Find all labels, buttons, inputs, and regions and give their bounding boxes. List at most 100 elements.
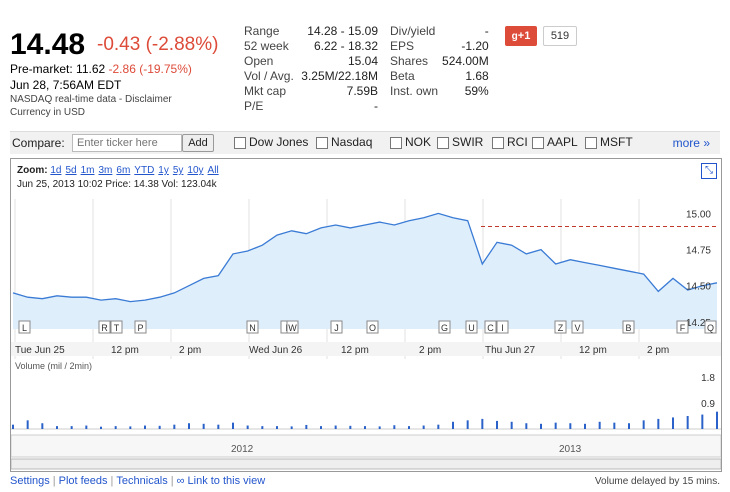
compare-checkbox-nasdaq[interactable] xyxy=(316,137,328,149)
zoom-option-5d[interactable]: 5d xyxy=(65,165,77,176)
stat-left-value: 7.59B xyxy=(346,84,378,98)
y-tick-label: 14.50 xyxy=(686,282,711,293)
stat-right-key: Inst. own xyxy=(390,84,439,98)
technicals-link[interactable]: Technicals xyxy=(116,475,168,487)
stat-right-key: EPS xyxy=(390,39,415,53)
news-marker xyxy=(571,320,584,334)
zoom-option-all[interactable]: All xyxy=(207,165,219,176)
x-tick-label: 12 pm xyxy=(341,345,369,356)
navigator-year-label: 2013 xyxy=(559,444,582,455)
compare-label: Compare: xyxy=(12,136,65,150)
zoom-bar: Zoom: 1d 5d 1m 3m 6m YTD 1y 5y 10y All xyxy=(17,165,223,176)
news-marker xyxy=(98,320,111,334)
y-tick-label: 14.25 xyxy=(686,318,711,329)
news-marker xyxy=(484,320,497,334)
compare-checkbox-nok[interactable] xyxy=(390,137,402,149)
stat-left-key: Open xyxy=(244,54,274,68)
stat-right-key: Shares xyxy=(390,54,429,68)
quote-date: Jun 28, 7:56AM EDT xyxy=(10,78,122,92)
stat-right-row: Inst. own 59% xyxy=(390,84,489,99)
stat-left-key: Range xyxy=(244,24,280,38)
news-marker xyxy=(286,320,299,334)
zoom-option-1d[interactable]: 1d xyxy=(50,165,62,176)
compare-checkbox-rci[interactable] xyxy=(492,137,504,149)
zoom-option-ytd[interactable]: YTD xyxy=(134,165,155,176)
y-tick-label: 14.75 xyxy=(686,246,711,257)
compare-ticker-input[interactable] xyxy=(72,134,182,152)
x-tick-label: 2 pm xyxy=(647,345,669,356)
stat-right-value: - xyxy=(484,24,489,38)
stat-right-key: Div/yield xyxy=(390,24,436,38)
compare-label-item: Dow Jones xyxy=(249,135,309,149)
news-marker xyxy=(110,320,123,334)
stat-left-value: 6.22 - 18.32 xyxy=(313,39,378,53)
news-marker xyxy=(330,320,343,334)
zoom-option-5y[interactable]: 5y xyxy=(172,165,184,176)
volume-tick-label: 0.9 xyxy=(701,399,715,410)
stat-left-row: Open 15.04 xyxy=(244,54,378,69)
stats-left: Range 14.28 - 15.09 52 week 6.22 - 18.32 Ope… xyxy=(244,24,378,114)
premarket: Pre-market: 11.62 -2.86 (-19.75%) xyxy=(10,62,192,76)
stat-right-row: Div/yield - xyxy=(390,24,489,39)
y-tick-label: 15.00 xyxy=(686,209,711,220)
compare-label-item: AAPL xyxy=(547,135,578,149)
compare-label-item: SWIR xyxy=(452,135,484,149)
compare-more-link[interactable]: more » xyxy=(672,136,710,150)
compare-checkbox-swir[interactable] xyxy=(437,137,449,149)
stat-right-key: Beta xyxy=(390,69,415,83)
last-price: 14.48 xyxy=(10,28,86,61)
stat-left-row: Mkt cap 7.59B xyxy=(244,84,378,99)
news-marker-letter: V xyxy=(574,323,580,333)
news-marker xyxy=(465,320,478,334)
price-area xyxy=(13,213,717,329)
navigator-scrollbar xyxy=(11,458,721,470)
zoom-option-3m[interactable]: 3m xyxy=(98,165,113,176)
news-marker-letter: O xyxy=(369,323,376,333)
settings-link[interactable]: Settings xyxy=(10,475,50,487)
stat-left-value: 3.25M/22.18M xyxy=(301,69,378,83)
stat-left-row: Range 14.28 - 15.09 xyxy=(244,24,378,39)
zoom-option-1y[interactable]: 1y xyxy=(158,165,169,176)
link-to-view[interactable]: Link to this view xyxy=(187,475,266,487)
compare-add-button[interactable]: Add xyxy=(182,134,214,152)
zoom-option-6m[interactable]: 6m xyxy=(116,165,131,176)
stat-left-value: - xyxy=(374,99,378,113)
news-marker-letter: J xyxy=(334,323,339,333)
stat-right-row: Shares 524.00M xyxy=(390,54,489,69)
x-tick-label: 12 pm xyxy=(111,345,139,356)
zoom-option-10y[interactable]: 10y xyxy=(187,165,204,176)
navigator-year-label: 2012 xyxy=(231,444,254,455)
price-line xyxy=(12,212,718,303)
compare-checkbox-aapl[interactable] xyxy=(532,137,544,149)
news-marker-letter: C xyxy=(487,323,494,333)
premarket-price: 11.62 xyxy=(76,62,106,76)
compare-checkbox-dow-jones[interactable] xyxy=(234,137,246,149)
price-change: -0.43 (-2.88%) xyxy=(97,34,219,55)
volume-tick-label: 1.8 xyxy=(701,373,715,384)
x-tick-label: 12 pm xyxy=(579,345,607,356)
compare-checkbox-msft[interactable] xyxy=(585,137,597,149)
compare-label-item: RCI xyxy=(507,135,528,149)
expand-chart-icon[interactable]: ⤡ xyxy=(701,163,717,179)
stat-left-row: Vol / Avg. 3.25M/22.18M xyxy=(244,69,378,84)
news-marker-letter: Z xyxy=(558,323,564,333)
stat-right-row: Beta 1.68 xyxy=(390,69,489,84)
stat-left-value: 15.04 xyxy=(347,54,378,68)
zoom-option-1m[interactable]: 1m xyxy=(80,165,95,176)
google-plus-one-button[interactable]: g+1 xyxy=(505,26,537,46)
news-marker-letter: F xyxy=(680,323,686,333)
news-marker-letter: G xyxy=(441,323,448,333)
price-chart[interactable]: 15.0014.7514.5014.25LRTPNIWJOGUCIZVBFQTu… xyxy=(11,159,721,471)
plus-one-count: 519 xyxy=(543,26,577,46)
stat-right-row: EPS -1.20 xyxy=(390,39,489,54)
premarket-change: -2.86 (-19.75%) xyxy=(108,62,192,76)
stat-left-row: 52 week 6.22 - 18.32 xyxy=(244,39,378,54)
data-source[interactable]: NASDAQ real-time data - Disclaimer xyxy=(10,94,172,105)
news-marker xyxy=(496,320,509,334)
stat-right-value: 524.00M xyxy=(442,54,489,68)
x-tick-label: Wed Jun 26 xyxy=(249,345,303,356)
news-marker xyxy=(18,320,31,334)
news-marker xyxy=(622,320,635,334)
news-marker-letter: P xyxy=(137,323,143,333)
plot-feeds-link[interactable]: Plot feeds xyxy=(58,475,108,487)
